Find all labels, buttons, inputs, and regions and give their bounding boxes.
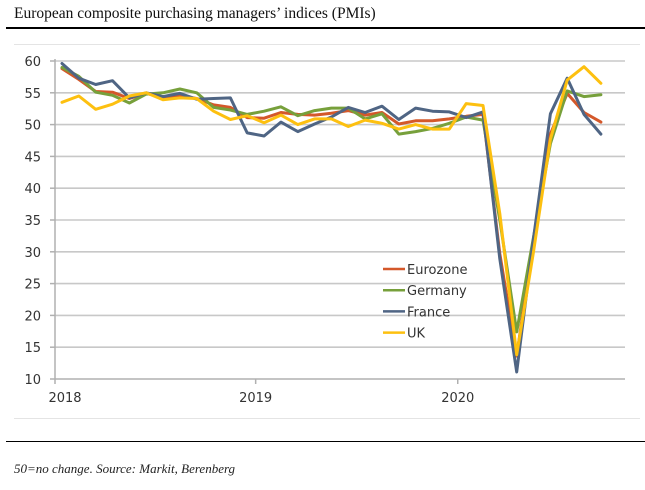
series-line-uk bbox=[60, 65, 603, 357]
y-tick-label: 40 bbox=[24, 182, 41, 197]
legend-label-france: France bbox=[407, 305, 450, 320]
chart-frame-top bbox=[14, 44, 640, 45]
y-tick-label: 30 bbox=[24, 246, 41, 261]
y-tick-label: 10 bbox=[24, 373, 41, 388]
x-tick-label: 2019 bbox=[239, 391, 272, 406]
legend: Eurozone Germany France UK bbox=[383, 263, 467, 342]
axes: 10 15 20 25 30 35 40 45 50 55 60 2018 2019 2020 bbox=[24, 55, 625, 406]
chart-frame-bottom bbox=[14, 418, 640, 419]
chart-title: European composite purchasing managers’ … bbox=[14, 5, 376, 22]
title-rule bbox=[6, 27, 645, 29]
y-tick-label: 50 bbox=[24, 119, 41, 134]
y-tick-label: 25 bbox=[24, 278, 41, 293]
legend-label-uk: UK bbox=[407, 327, 426, 342]
y-tick-label: 45 bbox=[24, 150, 41, 165]
y-tick-label: 20 bbox=[24, 309, 41, 324]
legend-label-germany: Germany bbox=[407, 284, 467, 299]
x-tick-label: 2020 bbox=[441, 391, 474, 406]
y-tick-label: 35 bbox=[24, 214, 41, 229]
series-line-germany bbox=[60, 65, 603, 334]
series-lines bbox=[60, 62, 603, 374]
x-tick-label: 2018 bbox=[48, 391, 81, 406]
footer-rule bbox=[6, 441, 645, 442]
legend-label-eurozone: Eurozone bbox=[407, 263, 467, 278]
source-note: 50=no change. Source: Markit, Berenberg bbox=[14, 461, 236, 476]
y-tick-label: 15 bbox=[24, 341, 41, 356]
y-tick-label: 60 bbox=[24, 55, 41, 70]
y-tick-label: 55 bbox=[24, 87, 41, 102]
